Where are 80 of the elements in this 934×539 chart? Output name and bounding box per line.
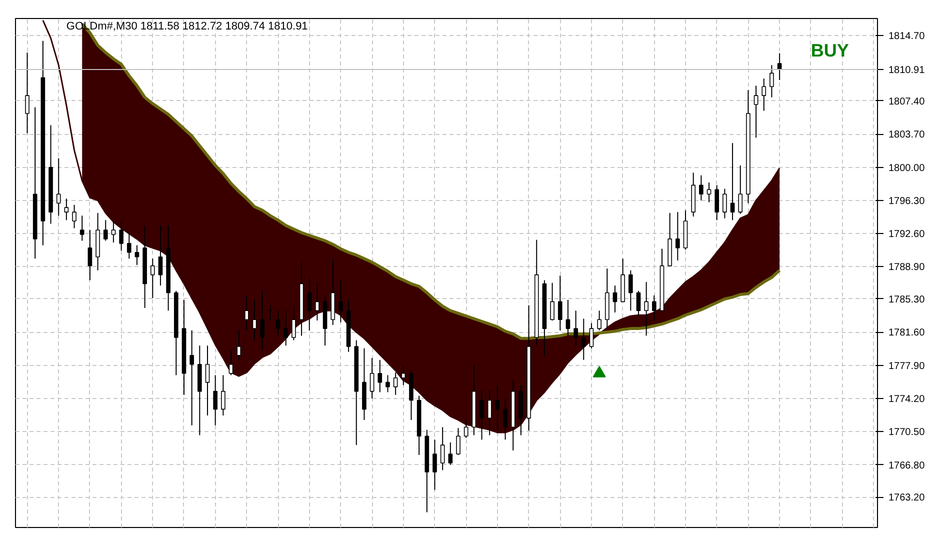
candlestick [722,188,727,219]
candlestick [103,220,108,242]
candlestick [636,290,641,317]
candlestick [126,232,132,260]
candlestick [566,299,570,336]
candlestick [244,294,249,331]
candlestick [612,285,618,313]
candlestick [480,390,484,440]
candlestick [770,64,774,98]
candlestick [338,280,343,323]
y-tick-label: 1781.60 [888,328,926,339]
y-tick-label: 1777.90 [888,360,926,372]
candlestick [111,221,116,244]
candlestick [464,419,468,438]
candlestick [676,212,680,261]
y-tick-label: 1774.20 [888,394,926,405]
candlestick [190,330,194,426]
candlestick [378,359,382,393]
y-tick-label: 1796.30 [888,196,926,207]
candlestick [550,282,554,321]
candlestick [252,299,257,341]
text: BUY [810,40,849,60]
candlestick [393,372,398,396]
candlestick [706,182,712,203]
candlestick [699,174,704,201]
candlestick [64,198,69,221]
candlestick [644,281,648,336]
candlestick [119,220,124,252]
candlestick [56,158,61,216]
ref-line-label: 1810.91 [888,64,926,76]
candlestick [315,281,320,321]
candlestick [386,374,390,393]
candlestick [456,428,460,456]
candlestick [440,426,445,471]
y-tick-label: 1788.90 [888,262,926,274]
candlestick [401,364,406,386]
candlestick [158,225,163,286]
candlestick [221,374,226,416]
y-tick-label: 1792.60 [888,229,926,240]
candlestick [714,184,720,221]
candlestick [134,244,140,266]
candlestick [276,310,280,336]
candlestick [205,345,210,416]
candlestick [652,294,656,321]
candlestick [25,52,30,134]
candlestick [762,78,766,112]
y-tick-label: 1766.80 [888,460,926,472]
candlestick [432,439,437,490]
candlestick [597,310,602,331]
candlestick [213,374,218,426]
y-tick-label: 1785.30 [888,294,926,306]
y-tick-label: 1807.40 [888,96,926,108]
candlestick [581,318,586,360]
candlestick [80,215,84,242]
candlestick [448,442,453,466]
candlestick [88,229,92,281]
candlestick [292,304,296,341]
candlestick [589,322,594,349]
candlestick [738,164,743,214]
candlestick [260,290,265,351]
y-tick-label: 1770.50 [888,427,926,438]
candlestick [487,390,492,436]
candlestick [284,310,288,346]
y-tick-label: 1814.70 [888,31,926,42]
candlestick [228,350,234,376]
candlestick [307,278,312,331]
candlestick [495,384,500,432]
candlestick [628,270,633,312]
candlestick [150,258,155,299]
candlestick [730,142,735,221]
candlestick [503,398,508,440]
y-tick-label: 1803.70 [888,130,926,141]
y-tick-label: 1800.00 [888,162,926,174]
candlestick [236,330,241,360]
candlestick [370,358,374,399]
candlestick [754,85,758,138]
y-tick-label: 1763.20 [888,492,926,504]
candlestick [72,204,76,229]
candlestick [574,310,578,346]
candlestick [558,275,562,331]
